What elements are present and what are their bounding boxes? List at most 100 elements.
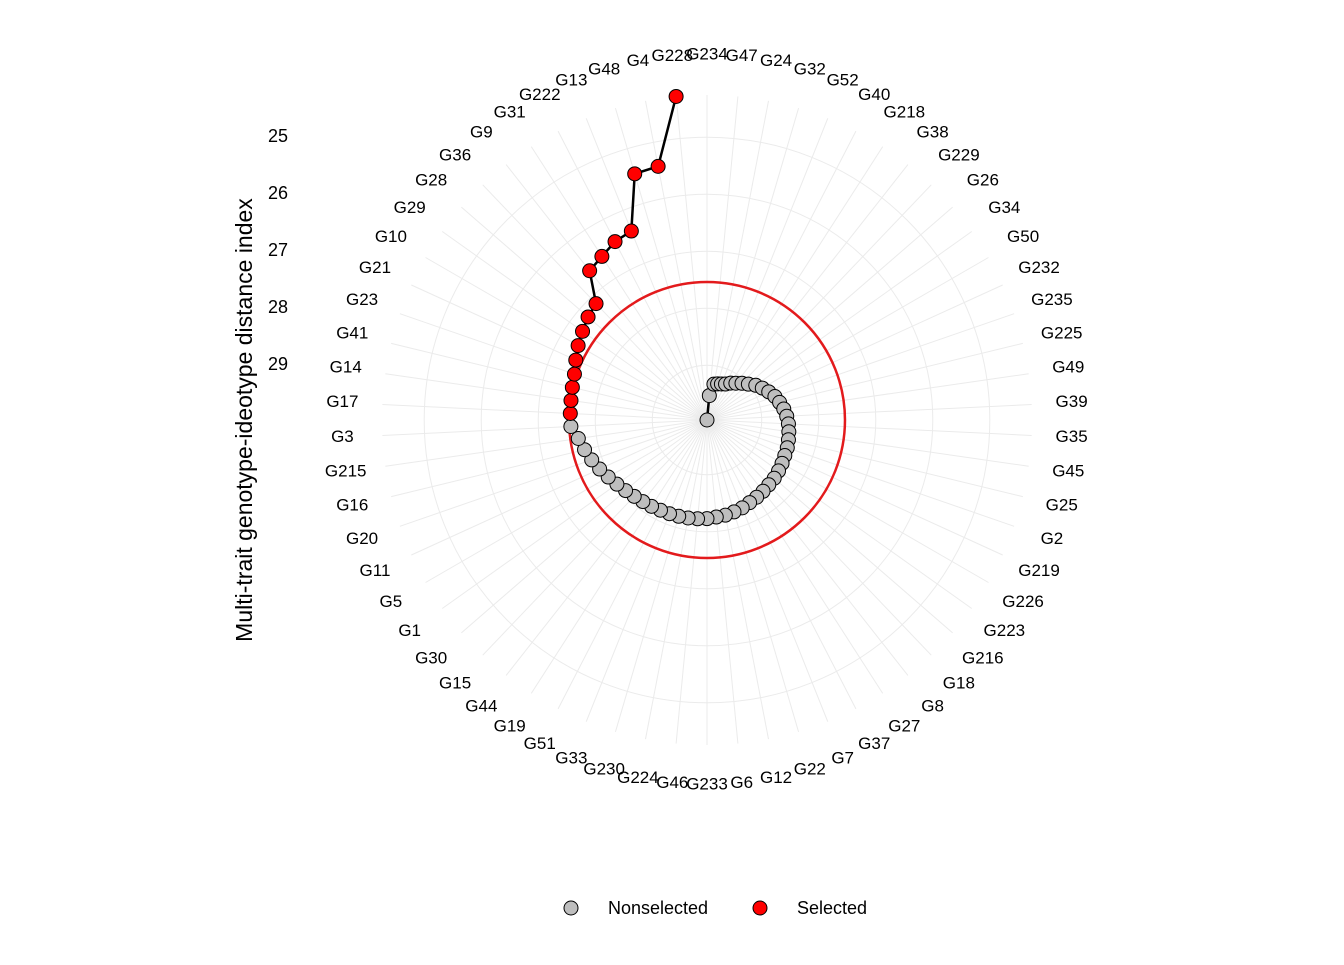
spoke [557, 419, 708, 710]
point [562, 405, 578, 421]
category-label: G223 [984, 621, 1026, 640]
spoke [706, 419, 1003, 556]
point [564, 379, 580, 395]
spoke [706, 419, 932, 656]
category-label: G218 [884, 102, 926, 121]
spoke [530, 419, 708, 694]
spoke [585, 419, 708, 722]
spoke [441, 231, 708, 421]
point [623, 223, 639, 239]
spoke [706, 404, 1032, 421]
grid-circle [423, 136, 991, 704]
spoke [706, 419, 1023, 498]
category-label: G44 [465, 696, 497, 715]
spoke [425, 257, 708, 421]
y-tick-label: 25 [268, 126, 288, 146]
category-label: G49 [1052, 358, 1084, 377]
category-label: G47 [726, 46, 758, 65]
category-label: G9 [470, 123, 493, 142]
category-label: G16 [336, 496, 368, 515]
category-label: G14 [330, 358, 362, 377]
category-label: G39 [1056, 392, 1088, 411]
spoke [614, 419, 708, 732]
category-label: G50 [1007, 227, 1039, 246]
category-label: G37 [858, 734, 890, 753]
spoke [530, 146, 708, 421]
point [582, 263, 598, 279]
spoke [391, 342, 708, 421]
point [650, 158, 666, 174]
category-label: G1 [398, 621, 421, 640]
category-label: G38 [917, 123, 949, 142]
category-label: G222 [519, 85, 561, 104]
point [588, 296, 604, 312]
y-tick-label: 26 [268, 183, 288, 203]
category-label: G224 [617, 768, 659, 787]
category-label: G5 [380, 592, 403, 611]
category-label: G17 [326, 392, 358, 411]
category-label: G20 [346, 529, 378, 548]
spoke [614, 108, 708, 421]
category-label: G23 [346, 290, 378, 309]
category-label: G234 [686, 44, 728, 63]
category-label: G7 [831, 748, 854, 767]
point [594, 248, 610, 264]
spoke [706, 419, 973, 609]
spoke [706, 419, 1015, 527]
spoke [385, 419, 708, 467]
category-label: G10 [375, 227, 407, 246]
spoke [706, 231, 973, 421]
spoke [411, 419, 708, 556]
category-label: G3 [331, 427, 354, 446]
point [668, 88, 684, 104]
spoke [706, 419, 829, 722]
category-label: G230 [583, 760, 625, 779]
category-label: G35 [1056, 427, 1088, 446]
point [577, 442, 593, 458]
category-label: G11 [360, 561, 391, 580]
category-label: G22 [794, 760, 826, 779]
spoke [482, 419, 708, 656]
spoke [645, 419, 708, 740]
spoke [382, 419, 708, 436]
category-label: G4 [627, 51, 650, 70]
y-tick-label: 27 [268, 240, 288, 260]
legend-marker [752, 900, 768, 916]
category-label: G31 [494, 102, 526, 121]
category-label: G40 [858, 85, 890, 104]
legend-label: Selected [797, 898, 867, 918]
category-label: G226 [1002, 592, 1044, 611]
category-label: G48 [588, 59, 620, 78]
category-label: G21 [359, 258, 391, 277]
spoke [706, 373, 1029, 421]
category-label: G8 [921, 696, 944, 715]
grid-circle [537, 250, 877, 590]
category-label: G25 [1046, 496, 1078, 515]
category-label: G34 [988, 198, 1020, 217]
point [584, 452, 600, 468]
category-label: G26 [967, 170, 999, 189]
category-label: G225 [1041, 323, 1083, 342]
spoke [706, 419, 769, 740]
spoke [706, 146, 884, 421]
spoke [706, 419, 884, 694]
spoke [706, 419, 909, 676]
spoke [411, 284, 708, 421]
category-label: G46 [656, 773, 688, 792]
spoke [675, 419, 708, 744]
spoke [706, 118, 829, 421]
spoke [399, 313, 708, 421]
grid-circle [480, 193, 934, 647]
series-line [569, 96, 678, 414]
category-label: G41 [336, 323, 368, 342]
category-label: G12 [760, 768, 792, 787]
point [568, 352, 584, 368]
spoke [706, 419, 989, 583]
category-label: G6 [730, 773, 753, 792]
category-label: G232 [1018, 258, 1060, 277]
point [627, 166, 643, 182]
point [570, 431, 586, 447]
point [566, 366, 582, 382]
spoke [706, 419, 953, 634]
